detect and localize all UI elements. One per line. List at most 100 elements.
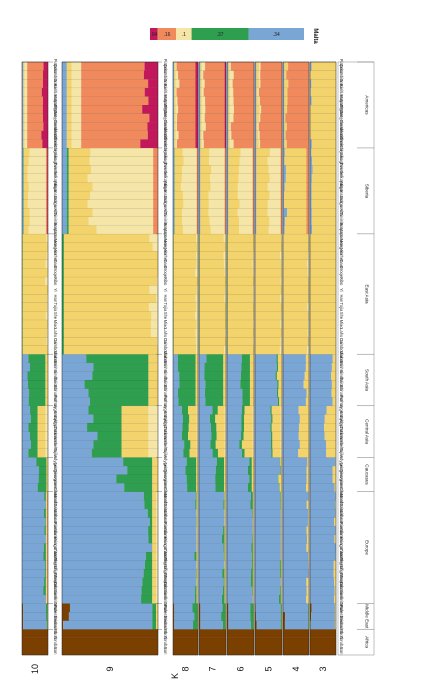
bar-k6-Evenks-c6 [252,165,254,174]
bar-k4-Yakuts-c4 [284,182,307,191]
pop-label-mid-French: French [163,575,168,589]
bar-k4-Ukrainians-c2 [283,534,308,544]
bar-k9-Selkups-c3 [66,173,69,183]
bar-k9-Uygurs-c2 [62,405,89,415]
bar-k5-Yoruba-c1 [255,637,282,647]
bar-k9-Lahu-c5 [150,328,158,338]
bar-k9-Mayas-c6 [81,96,149,106]
bar-k7-Ngansasans-c2 [199,190,201,200]
bar-k7-Chukchi-c2 [199,139,201,148]
bar-k9-Chukchi-c4 [66,139,72,148]
bar-k6-Druze-c2 [228,603,251,613]
bar-k9-French-c2 [62,577,143,587]
bar-k10-Karitiana-c2 [22,87,24,97]
bar-k10-Bedouins-c4 [47,620,48,630]
bar-k3-Mongola-c4 [310,242,336,252]
bar-k9-Mongola-c5 [152,242,158,252]
bar-k10-Altai-c2 [22,208,24,217]
bar-k6-Lezgins-c2 [227,465,248,475]
bar-k10-French_Basques-c4 [45,569,47,578]
bar-k9-Croatians-c5 [156,586,158,595]
bar-k6-Buryats-c2 [227,225,229,234]
bar-k8-Croatians-c2 [173,586,196,595]
bar-k6-Estonians-c2 [227,508,253,518]
bar-k4-Balochi-c4 [303,379,309,389]
bar-k10-Surui-c2 [22,79,24,88]
bar-k9-Evenks-c2 [62,165,67,174]
bar-k4-French_Basques-c5 [308,569,309,578]
region-label-middle-east: Middle East [365,604,370,629]
bar-k5-Kyrgyzstans-c5 [280,422,282,432]
bar-k8-Estonians-c5 [197,508,198,518]
bar-k9-Pima-c2 [62,104,67,114]
bar-k5-Croatians-c4 [280,586,282,595]
bar-k3-Altai-c4 [311,208,336,217]
bar-k9-Kazakhs-c3 [93,414,122,423]
bar-k10-Mayas-c2 [22,96,24,106]
bar-k8-Palestinians-c2 [174,612,195,621]
bar-k7-Evenks-c4 [200,165,212,174]
bar-k7-French_Basques-c2 [199,569,223,578]
pop-label-mid-Lezgins: Lezgins [163,463,168,477]
bar-k8-Karitiana-c7 [195,87,198,97]
pop-label-left-Uygurs: Uygurs [53,403,58,416]
pop-label-mid-Armenians: Armenians [163,477,168,497]
bar-k9-She-c4 [63,311,152,320]
bar-k7-Chuvash-c5 [225,491,226,501]
bar-k9-Cambodians-c4 [63,345,158,355]
bar-k8-Yi-c5 [196,285,198,295]
k-label-4: 4 [291,666,301,671]
bar-k9-Pathan-c3 [89,397,149,406]
bar-k4-Buryats-c4 [284,225,307,234]
bar-k6-Yukaghirs-c6 [252,156,254,166]
bar-k5-Tuscans-c5 [281,551,282,561]
pop-label-left-Sindhi: Sindhi [53,370,58,382]
bar-k7-Tuvinians-c5 [209,216,225,226]
bar-k5-North_Italians-c5 [281,560,282,570]
bar-k10-Yukaghirs-c6 [45,156,48,166]
bar-k6-Pathan-c4 [249,397,254,406]
bar-k5-Bedouins-c2 [256,620,281,630]
bar-k10-Turkmens-c3 [29,431,38,441]
bar-k9-Chukchi-c2 [62,139,67,148]
bar-k4-French-c5 [308,577,309,587]
bar-k8-Dai-c4 [173,337,196,346]
bar-k7-Buryats-c6 [224,225,226,234]
bar-k6-Koryaks-c5 [240,147,253,157]
bar-k8-Selkups-c3 [174,173,175,183]
pop-label-mid-Kyrgyzstans: Kyrgyzstans [163,416,168,439]
bar-k3-Druze-c1 [310,603,312,613]
bar-k8-Chuvash-c5 [197,491,198,501]
bar-k10-Tajiks-c2 [22,448,29,458]
bar-k5-Tajiks-c3 [271,448,273,458]
bar-k10-Aleutians-c2 [22,130,24,140]
bar-k4-Druze-c2 [283,603,308,613]
bar-k4-Lezgins-c4 [306,465,309,475]
bar-k10-Evenks-c6 [45,165,48,174]
bar-k8-East_Greenlanders-c7 [195,113,198,123]
bar-k10-French_Basques-c2 [22,569,45,578]
legend-label-3: .37 [217,32,224,38]
bar-k7-Mordovians-c2 [199,500,224,509]
bar-k10-Cambodians-c3 [22,345,23,355]
bar-k10-Mayas-c6 [27,96,43,106]
bar-k6-Colombians-c2 [227,70,229,80]
bar-k9-Buryats-c3 [66,225,69,234]
bar-k7-Oroqen-c4 [199,268,225,277]
bar-k6-Lithuanians-c4 [252,517,254,527]
pop-label-mid-Balochi: Balochi [163,377,168,391]
bar-k10-Hezhen-c4 [22,251,47,260]
panel-k7-frame [198,61,227,656]
bar-k3-Burusho-c4 [331,388,336,398]
bar-k6-Palestinians-c2 [228,612,251,621]
bar-k9-Koryaks-c3 [66,147,69,157]
pop-label-Georgians: Georgians [339,469,344,488]
bar-k9-Brahui-c4 [148,362,158,372]
bar-k6-Estonians-c3 [252,508,253,518]
pop-label-French_Basques: French_Basques [339,558,344,590]
bar-k5-Yukaghirs-c6 [280,156,282,166]
bar-k4-Kyrgyzstans-c4 [298,422,309,432]
bar-k9-Hungarians-c2 [62,543,152,552]
bar-k8-Bedouins-c1 [173,620,175,630]
bar-k9-Palestinians-c4 [156,612,158,621]
